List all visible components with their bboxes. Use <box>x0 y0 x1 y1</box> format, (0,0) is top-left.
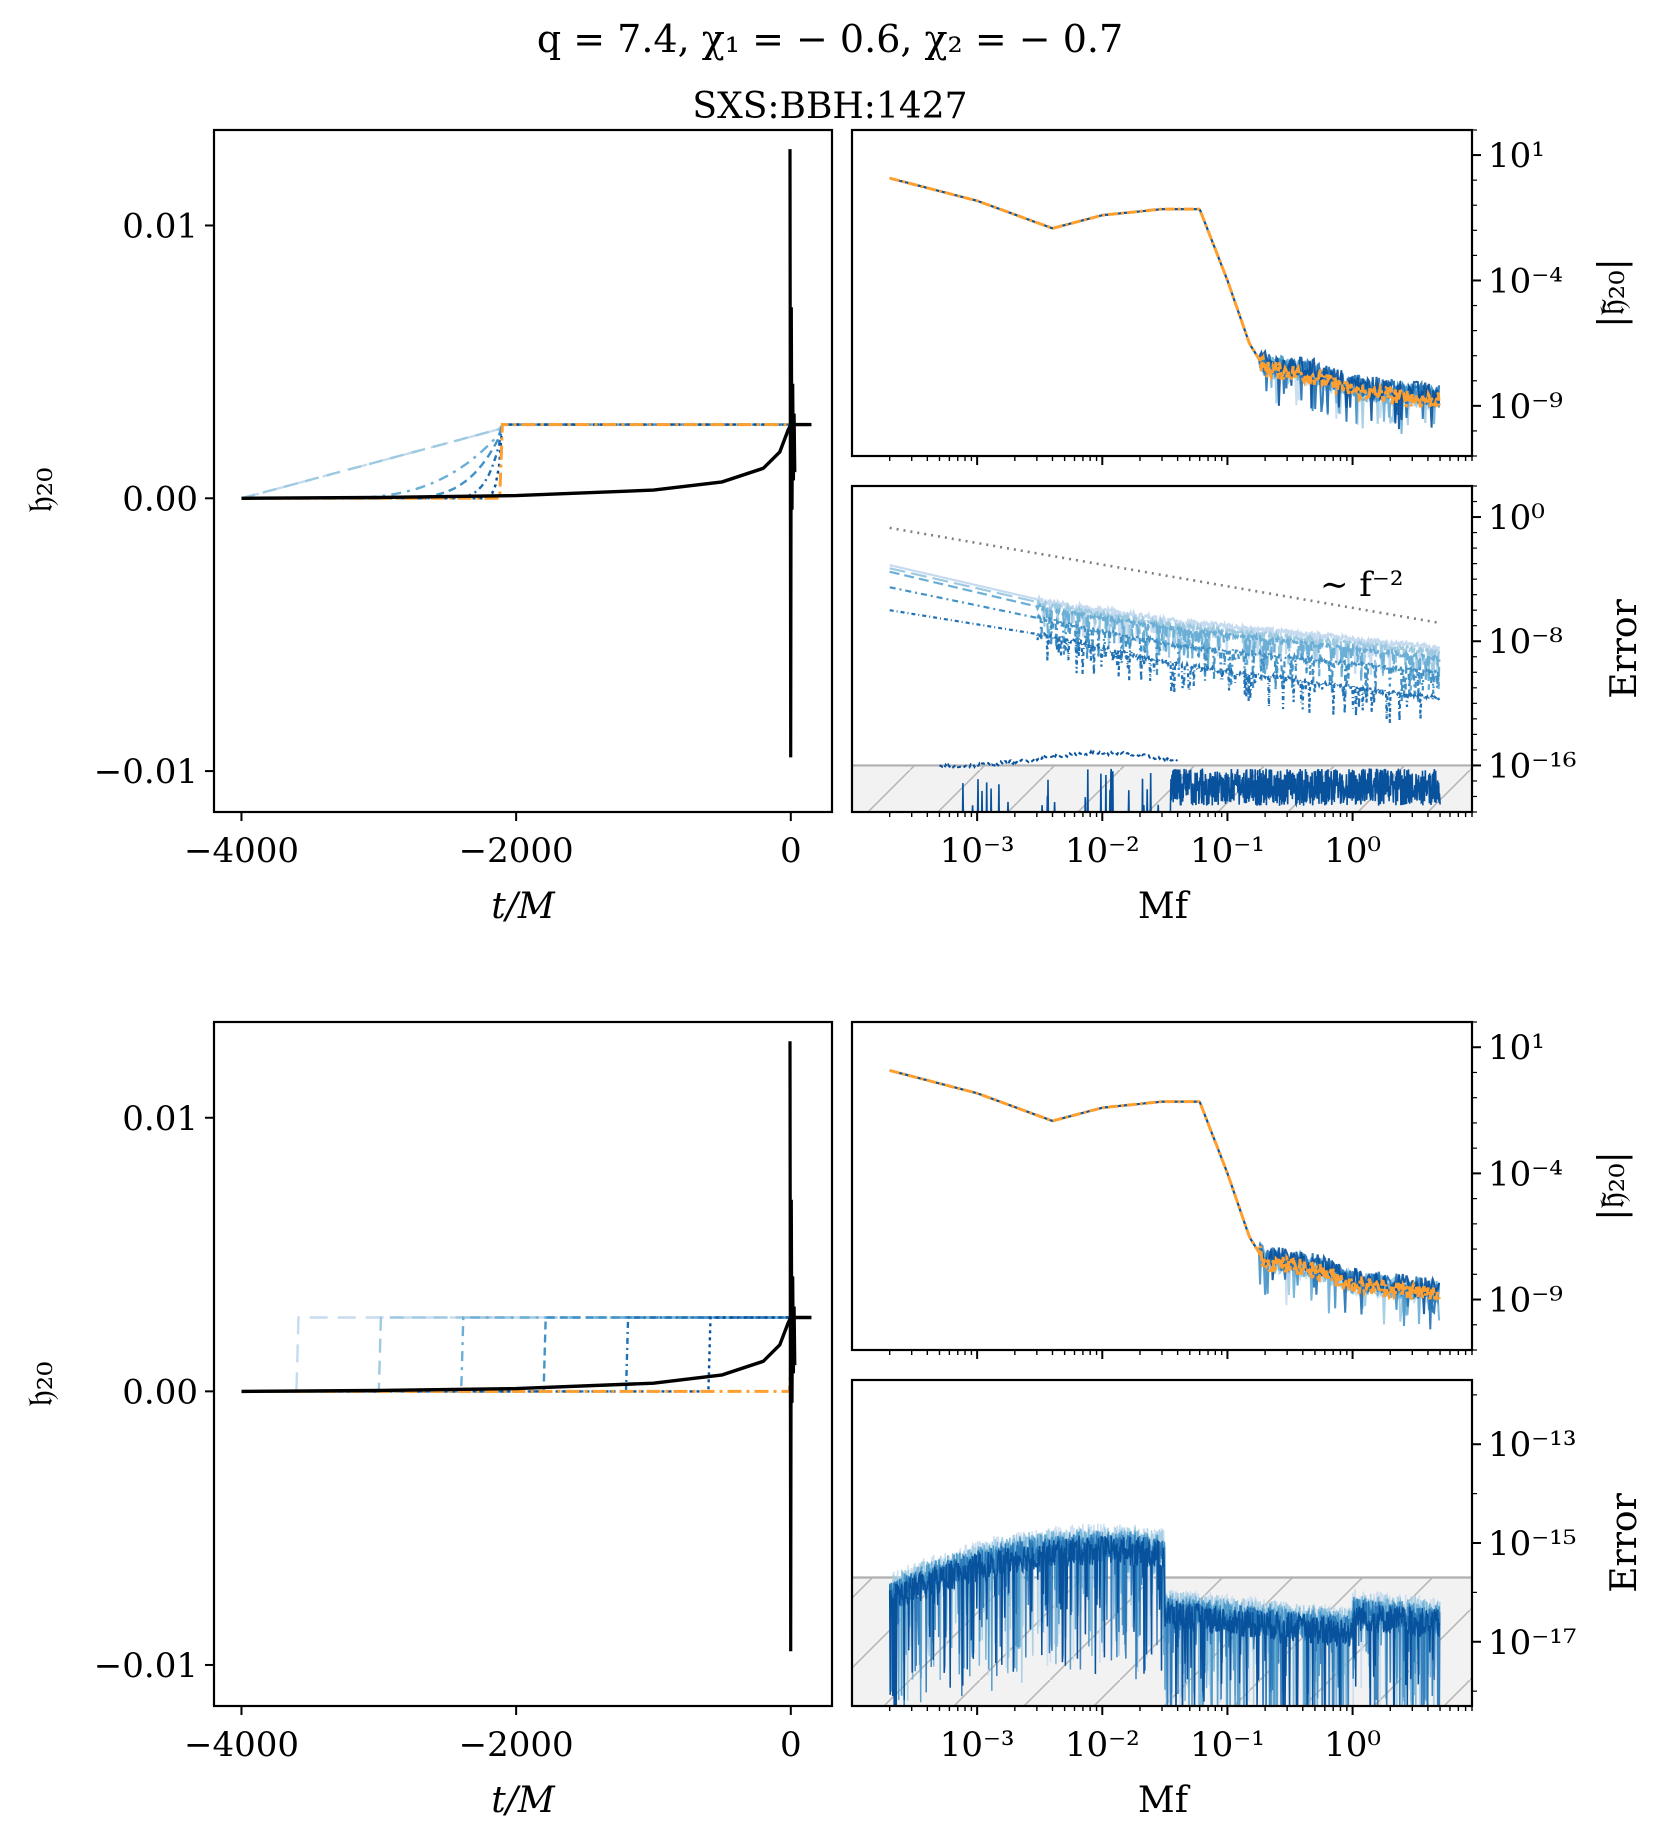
top-err-ylabel: Error <box>1604 598 1645 698</box>
window-series-6 <box>241 1316 812 1393</box>
bottom-time-ytick-label: 0.01 <box>122 1099 198 1139</box>
bottom-err-ylabel: Error <box>1604 1492 1645 1592</box>
window-series-2 <box>241 423 812 500</box>
top-err-xtick-label: 10⁻² <box>1065 831 1140 871</box>
window-series-5 <box>241 423 812 500</box>
bottom-err-xlabel: Mf <box>1138 1780 1191 1821</box>
amp-orange-series <box>889 176 1441 413</box>
panel-bottom-err: 10⁻³ 10⁻² 10⁻¹ 10⁰ 10⁻¹³ 10⁻¹⁵ 10⁻¹⁷ Mf Error <box>850 1378 1645 1821</box>
amp-series-5 <box>889 1069 1441 1330</box>
top-amp-series <box>889 176 1441 434</box>
ringdown-burst <box>788 149 797 758</box>
bottom-err-ytick-label: 10⁻¹⁷ <box>1488 1623 1576 1663</box>
top-err-ytick-label: 10⁻¹⁶ <box>1488 746 1576 786</box>
top-err-xtick-label: 10⁻³ <box>940 831 1015 871</box>
bottom-err-ytick-label: 10⁻¹⁵ <box>1488 1524 1576 1564</box>
top-time-ytick-label: 0.01 <box>122 206 198 246</box>
panel-top-time: −4000 −2000 0 0.01 0.00 −0.01 t/M 𝔥₂₀ <box>20 128 834 927</box>
top-time-ytick-label: −0.01 <box>94 752 198 792</box>
panel-bottom-time: −4000 −2000 0 0.01 0.00 −0.01 t/M 𝔥₂₀ <box>20 1020 834 1821</box>
bottom-amp-ytick-label: 10¹ <box>1488 1028 1545 1068</box>
bottom-err-xtick-label: 10⁻¹ <box>1190 1725 1265 1765</box>
amp-orange-series <box>889 1069 1441 1307</box>
bottom-amp-ylabel: |𝔥̃₂₀| <box>1592 1151 1633 1221</box>
err-series-6 <box>888 1535 1441 1706</box>
bottom-time-xlabel: t/M <box>491 1780 556 1821</box>
bottom-time-ytick-label: −0.01 <box>94 1646 198 1686</box>
orange-window-series <box>241 423 812 500</box>
top-amp-ticks: 10¹ 10⁻⁴ 10⁻⁹ <box>888 129 1563 465</box>
panel-bottom-amp: 10¹ 10⁻⁴ 10⁻⁹ |𝔥̃₂₀| <box>850 1020 1633 1359</box>
bottom-amp-frame <box>850 1020 1474 1352</box>
err-series-4 <box>889 586 1441 704</box>
top-time-ytick-label: 0.00 <box>122 479 198 519</box>
top-amp-ytick-label: 10⁻⁹ <box>1488 387 1563 427</box>
top-time-xlabel: t/M <box>491 886 556 927</box>
top-amp-ylabel: |𝔥̃₂₀| <box>1592 258 1633 328</box>
top-err-annotation: ∼ f⁻² <box>1320 565 1403 605</box>
top-time-xtick-label: −2000 <box>459 831 574 871</box>
top-err-ticks: 10⁻³ 10⁻² 10⁻¹ 10⁰ 10⁰ 10⁻⁸ 10⁻¹⁶ <box>888 485 1576 871</box>
bottom-err-xtick-label: 10⁰ <box>1324 1725 1381 1765</box>
top-err-xtick-label: 10⁰ <box>1324 831 1381 871</box>
window-series-1 <box>241 423 812 500</box>
top-time-xtick-label: −4000 <box>184 831 299 871</box>
bottom-time-ticks: −4000 −2000 0 0.01 0.00 −0.01 <box>94 1099 802 1765</box>
window-series-6 <box>241 423 812 500</box>
window-series-1 <box>241 1316 812 1393</box>
err-series-1 <box>889 564 1441 681</box>
top-err-ytick-label: 10⁻⁸ <box>1488 622 1563 662</box>
bottom-time-frame <box>212 1020 834 1708</box>
strain-series <box>241 1315 812 1394</box>
window-series-3 <box>241 423 812 500</box>
panel-top-amp: 10¹ 10⁻⁴ 10⁻⁹ |𝔥̃₂₀| <box>850 128 1633 465</box>
top-time-series <box>241 149 812 758</box>
top-err-xtick-label: 10⁻¹ <box>1190 831 1265 871</box>
err-noise-floor <box>939 768 1441 812</box>
err-series-3 <box>889 570 1441 691</box>
top-time-xtick-label: 0 <box>780 831 802 871</box>
top-err-ytick-label: 10⁰ <box>1488 498 1545 538</box>
bottom-amp-ytick-label: 10⁻⁴ <box>1488 1154 1563 1194</box>
window-series-4 <box>241 423 812 500</box>
figure-subtitle: SXS:BBH:1427 <box>692 86 967 127</box>
ringdown-burst <box>788 1041 797 1652</box>
amp-series-6 <box>889 1069 1441 1315</box>
window-series-3 <box>241 1316 812 1393</box>
bottom-amp-series <box>889 1069 1441 1330</box>
bottom-time-series <box>241 1041 812 1652</box>
figure-title: q = 7.4, χ₁ = − 0.6, χ₂ = − 0.7 <box>537 17 1123 61</box>
bottom-err-ticks: 10⁻³ 10⁻² 10⁻¹ 10⁰ 10⁻¹³ 10⁻¹⁵ 10⁻¹⁷ <box>888 1394 1576 1765</box>
bottom-time-xtick-label: −4000 <box>184 1725 299 1765</box>
window-series-5 <box>241 1316 812 1393</box>
top-amp-ytick-label: 10⁻⁴ <box>1488 261 1563 301</box>
bottom-amp-ytick-label: 10⁻⁹ <box>1488 1281 1563 1321</box>
top-err-series <box>852 526 1472 812</box>
bottom-err-xtick-label: 10⁻² <box>1065 1725 1140 1765</box>
bottom-time-xtick-label: 0 <box>780 1725 802 1765</box>
top-time-ylabel: 𝔥₂₀ <box>20 467 61 512</box>
bottom-amp-ticks: 10¹ 10⁻⁴ 10⁻⁹ <box>888 1021 1563 1359</box>
window-series-2 <box>241 1316 812 1393</box>
bottom-err-series <box>852 1523 1472 1706</box>
bottom-time-ytick-label: 0.00 <box>122 1372 198 1412</box>
bottom-time-ylabel: 𝔥₂₀ <box>20 1361 61 1406</box>
top-time-ticks: −4000 −2000 0 0.01 0.00 −0.01 <box>94 206 802 871</box>
panel-top-err: 10⁻³ 10⁻² 10⁻¹ 10⁰ 10⁰ 10⁻⁸ 10⁻¹⁶ ∼ f⁻² Mf Err… <box>850 484 1645 927</box>
bottom-err-ytick-label: 10⁻¹³ <box>1488 1425 1576 1465</box>
err-series-2 <box>889 567 1441 683</box>
top-amp-ytick-label: 10¹ <box>1488 136 1545 176</box>
window-series-4 <box>241 1316 812 1393</box>
top-err-xlabel: Mf <box>1138 886 1191 927</box>
orange-window-series <box>241 1316 812 1393</box>
bottom-err-xtick-label: 10⁻³ <box>940 1725 1015 1765</box>
strain-series <box>241 422 812 500</box>
err-series-5 <box>889 609 1441 724</box>
bottom-time-xtick-label: −2000 <box>459 1725 574 1765</box>
top-err-frame <box>850 484 1474 814</box>
err-hump <box>939 749 1179 770</box>
top-time-frame <box>212 128 834 814</box>
